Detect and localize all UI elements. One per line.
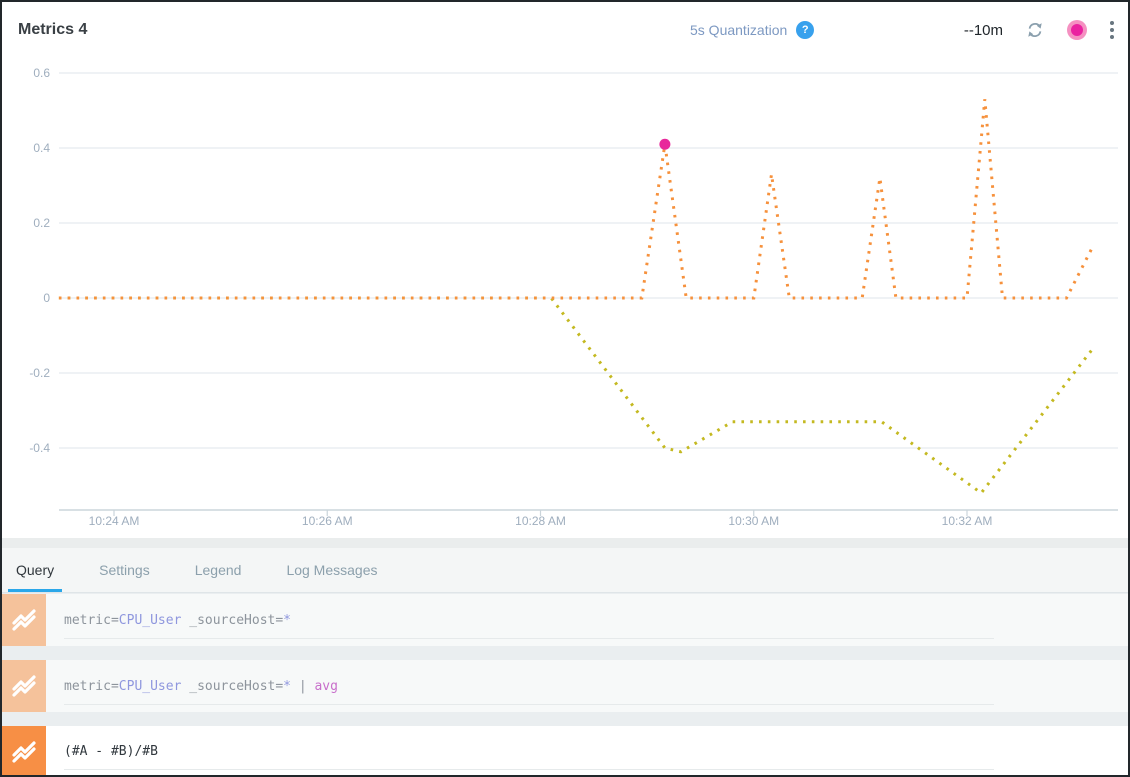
x-axis-label: 10:32 AM: [942, 514, 993, 528]
query-input-underline: [64, 638, 994, 639]
x-axis-label: 10:30 AM: [728, 514, 779, 528]
query-token: (#A - #B)/#B: [64, 744, 158, 759]
query-rows: metric= CPU_User _sourceHost= * metric= CPU_…: [2, 593, 1128, 775]
record-button[interactable]: [1067, 20, 1087, 40]
query-row-C-chart-type-button[interactable]: [2, 726, 46, 775]
query-input-A[interactable]: metric= CPU_User _sourceHost= *: [64, 594, 1108, 646]
highlighted-data-point: [659, 138, 671, 150]
query-input-C[interactable]: (#A - #B)/#B: [64, 726, 1108, 775]
quantization-label: 5s Quantization: [690, 22, 788, 38]
kebab-menu-icon: [1110, 21, 1114, 25]
record-icon: [1067, 20, 1087, 40]
panel-divider: [2, 538, 1128, 548]
header-actions: --10m: [964, 2, 1114, 58]
metrics-chart: 0.6 0.4 0.2 0 -0.2 -0.4 10:24 AM 10:26 AM 10:28 …: [29, 66, 1118, 528]
query-row-B-chart-type-button[interactable]: [2, 660, 46, 712]
refresh-button[interactable]: [1026, 21, 1044, 39]
query-token: CPU_User: [118, 612, 182, 628]
query-token: *: [283, 612, 291, 628]
y-axis-label: -0.4: [29, 441, 50, 455]
y-axis-label: 0.2: [33, 216, 50, 230]
help-icon[interactable]: ?: [796, 21, 815, 39]
bottom-tab-bar: Query Settings Legend Log Messages: [2, 548, 1128, 593]
query-input-underline: [64, 769, 994, 770]
y-axis-label: 0.6: [33, 66, 50, 80]
y-axis-label: -0.2: [29, 366, 50, 380]
page-title: Metrics 4: [18, 21, 88, 38]
query-token: avg: [314, 678, 338, 694]
x-axis-label: 10:24 AM: [89, 514, 140, 528]
tab-settings[interactable]: Settings: [99, 562, 150, 578]
query-row-B: metric= CPU_User _sourceHost= * | avg: [2, 660, 1128, 712]
tab-legend[interactable]: Legend: [194, 562, 242, 578]
query-input-B[interactable]: metric= CPU_User _sourceHost= * | avg: [64, 660, 1108, 712]
query-row-A-chart-type-button[interactable]: [2, 594, 46, 646]
query-token: *: [283, 678, 291, 694]
time-range-selector[interactable]: --10m: [963, 21, 1003, 39]
x-axis-label: 10:28 AM: [515, 514, 566, 528]
panel-header: Metrics 4 5s Quantization ? --10m: [2, 2, 1128, 58]
refresh-icon: [1028, 23, 1042, 37]
kebab-menu-button[interactable]: [1110, 21, 1114, 39]
chart-plot-area[interactable]: [59, 68, 1118, 510]
tab-log-messages[interactable]: Log Messages: [286, 562, 378, 578]
quantization-group: 5s Quantization ?: [690, 2, 815, 58]
query-input-underline: [64, 704, 994, 705]
x-axis-label: 10:26 AM: [302, 514, 353, 528]
y-axis-label: 0: [43, 291, 50, 305]
query-row-A: metric= CPU_User _sourceHost= *: [2, 594, 1128, 646]
query-token: metric=: [64, 612, 119, 628]
y-axis-label: 0.4: [33, 141, 50, 155]
line-chart-icon: [12, 609, 36, 631]
query-token: _sourceHost=: [181, 612, 284, 628]
query-token: |: [291, 678, 315, 694]
line-chart-icon: [12, 675, 36, 697]
tab-query[interactable]: Query: [7, 548, 63, 592]
query-token: CPU_User: [118, 678, 182, 694]
query-token: metric=: [64, 678, 119, 694]
line-chart-icon: [12, 740, 36, 763]
query-token: _sourceHost=: [181, 678, 284, 694]
query-row-C: (#A - #B)/#B: [2, 726, 1128, 775]
